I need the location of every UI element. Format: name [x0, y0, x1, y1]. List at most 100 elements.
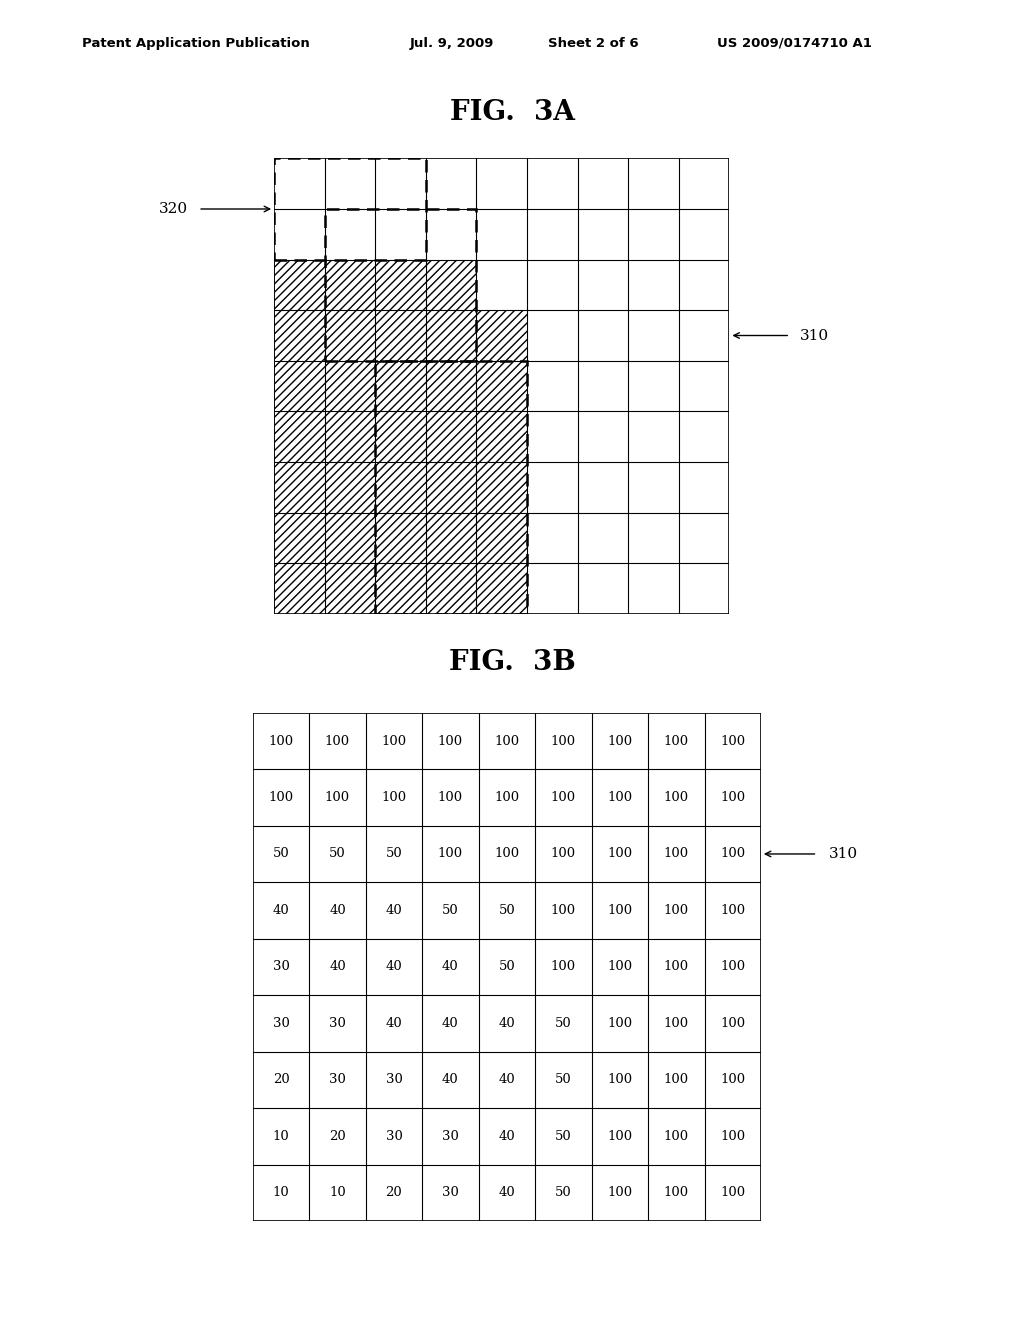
Text: 310: 310 [801, 329, 829, 342]
Text: 100: 100 [607, 904, 633, 917]
Bar [325, 462, 375, 512]
Text: 100: 100 [607, 791, 633, 804]
Text: 50: 50 [329, 847, 346, 861]
Text: 100: 100 [607, 847, 633, 861]
Bar [274, 158, 426, 260]
Bar [274, 310, 325, 360]
Text: 100: 100 [720, 1130, 745, 1143]
Bar [325, 564, 375, 614]
Text: 40: 40 [499, 1130, 515, 1143]
Text: 30: 30 [385, 1073, 402, 1086]
Bar [274, 260, 325, 310]
Text: 100: 100 [720, 961, 745, 973]
Text: 100: 100 [495, 791, 519, 804]
Bar [476, 310, 527, 360]
Bar [375, 260, 426, 310]
Text: 100: 100 [664, 961, 689, 973]
Text: 100: 100 [664, 1187, 689, 1200]
Text: 30: 30 [272, 1016, 290, 1030]
Text: 100: 100 [438, 791, 463, 804]
Bar [375, 512, 426, 564]
Text: 40: 40 [442, 1016, 459, 1030]
Text: 20: 20 [272, 1073, 290, 1086]
Text: 50: 50 [442, 904, 459, 917]
Text: 50: 50 [499, 904, 515, 917]
Text: 100: 100 [438, 734, 463, 747]
Text: 40: 40 [442, 1073, 459, 1086]
Text: 50: 50 [386, 847, 402, 861]
Text: FIG.  3B: FIG. 3B [449, 649, 575, 676]
Text: 40: 40 [499, 1016, 515, 1030]
Bar [375, 360, 426, 412]
Bar [426, 310, 476, 360]
Text: 100: 100 [607, 734, 633, 747]
Text: 100: 100 [664, 734, 689, 747]
Bar [325, 412, 375, 462]
Text: 100: 100 [325, 734, 350, 747]
Bar [325, 360, 375, 412]
Text: 30: 30 [385, 1130, 402, 1143]
Bar [325, 512, 375, 564]
Text: 100: 100 [720, 734, 745, 747]
Bar [325, 310, 375, 360]
Text: 40: 40 [386, 1016, 402, 1030]
Text: 50: 50 [555, 1073, 571, 1086]
Text: 100: 100 [268, 734, 294, 747]
Text: 40: 40 [272, 904, 290, 917]
Text: 100: 100 [495, 847, 519, 861]
Text: 30: 30 [442, 1130, 459, 1143]
Text: 40: 40 [386, 904, 402, 917]
Text: 100: 100 [607, 1130, 633, 1143]
Bar [476, 412, 527, 462]
Text: 40: 40 [499, 1073, 515, 1086]
Text: 50: 50 [499, 961, 515, 973]
Text: 50: 50 [555, 1187, 571, 1200]
Text: 100: 100 [664, 1130, 689, 1143]
Text: 100: 100 [607, 1187, 633, 1200]
Text: 10: 10 [272, 1130, 290, 1143]
Text: 100: 100 [720, 847, 745, 861]
Text: 100: 100 [607, 1016, 633, 1030]
Text: 100: 100 [720, 791, 745, 804]
Text: 50: 50 [555, 1016, 571, 1030]
Bar [375, 462, 426, 512]
Text: FIG.  3A: FIG. 3A [450, 99, 574, 125]
Text: 100: 100 [551, 961, 575, 973]
Text: 100: 100 [551, 734, 575, 747]
Text: 40: 40 [442, 961, 459, 973]
Bar [426, 512, 476, 564]
Text: 40: 40 [386, 961, 402, 973]
Text: Jul. 9, 2009: Jul. 9, 2009 [410, 37, 494, 50]
Text: 100: 100 [720, 904, 745, 917]
Text: 100: 100 [325, 791, 350, 804]
Bar [274, 512, 325, 564]
Text: 50: 50 [272, 847, 290, 861]
Text: 100: 100 [381, 791, 407, 804]
Bar [426, 360, 476, 412]
Text: 10: 10 [272, 1187, 290, 1200]
Bar [426, 564, 476, 614]
Text: 40: 40 [329, 961, 346, 973]
Bar [375, 564, 426, 614]
Bar [274, 462, 325, 512]
Text: 100: 100 [664, 847, 689, 861]
Text: 10: 10 [329, 1187, 346, 1200]
Text: 20: 20 [329, 1130, 346, 1143]
Bar [325, 260, 375, 310]
Text: 100: 100 [438, 847, 463, 861]
Text: Sheet 2 of 6: Sheet 2 of 6 [548, 37, 639, 50]
Text: 100: 100 [607, 1073, 633, 1086]
Text: 30: 30 [442, 1187, 459, 1200]
Bar [476, 564, 527, 614]
Text: 100: 100 [495, 734, 519, 747]
Bar [476, 512, 527, 564]
Text: Patent Application Publication: Patent Application Publication [82, 37, 309, 50]
Bar [274, 564, 325, 614]
Text: 100: 100 [664, 1016, 689, 1030]
Text: US 2009/0174710 A1: US 2009/0174710 A1 [717, 37, 871, 50]
Text: 100: 100 [664, 791, 689, 804]
Bar [325, 209, 476, 360]
Bar [274, 412, 325, 462]
Text: 100: 100 [664, 1073, 689, 1086]
Text: 30: 30 [329, 1016, 346, 1030]
